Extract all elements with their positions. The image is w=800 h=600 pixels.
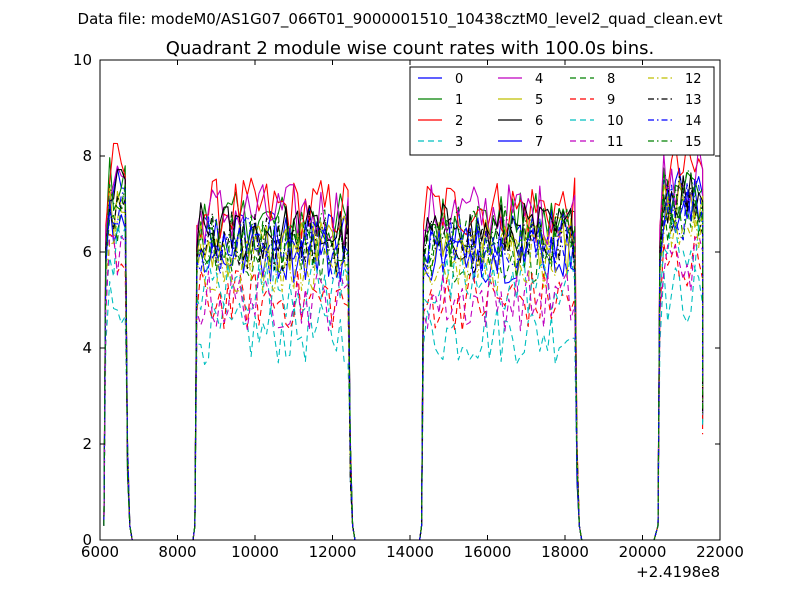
legend-label-12: 12 [685,72,702,87]
legend-label-10: 10 [607,114,624,129]
suptitle: Data file: modeM0/AS1G07_066T01_90000015… [78,10,723,29]
x-tick-label: 18000 [541,543,589,561]
x-tick-label: 22000 [696,543,744,561]
legend-frame [409,66,715,156]
legend-label-4: 4 [535,72,543,87]
x-tick-label: 12000 [309,543,357,561]
x-tick-label: 8000 [158,543,196,561]
x-offset-label: +2.4198e8 [636,563,720,581]
chart-title: Quadrant 2 module wise count rates with … [166,38,655,59]
legend-label-14: 14 [685,114,702,129]
axis-layer: 6000 8000 10000 12000 14000 16000 18000 20000 22… [73,51,744,561]
y-tick-label: 10 [73,51,92,69]
series-line-10 [103,217,704,541]
legend-label-13: 13 [685,93,702,108]
series-line-13 [103,175,704,541]
legend-label-3: 3 [455,135,463,150]
series-line-2 [103,140,704,541]
y-tick-label: 8 [82,147,92,165]
series-line-15 [103,169,704,541]
legend-label-9: 9 [607,93,615,108]
x-tick-label: 14000 [386,543,434,561]
x-tick-label: 16000 [464,543,512,561]
legend-label-2: 2 [455,114,463,129]
legend-label-15: 15 [685,135,702,150]
x-tick-label: 20000 [619,543,667,561]
legend-label-5: 5 [535,93,543,108]
y-tick-label: 4 [82,339,92,357]
legend-label-6: 6 [535,114,543,129]
y-tick-label: 0 [82,531,92,549]
series-line-6 [103,168,704,541]
series-layer [103,140,704,541]
legend-label-0: 0 [455,72,463,87]
y-tick-label: 6 [82,243,92,261]
x-tick-label: 10000 [231,543,279,561]
legend-label-11: 11 [607,135,624,150]
x-tick-label: 6000 [81,543,119,561]
legend-label-8: 8 [607,72,615,87]
legend-label-1: 1 [455,93,463,108]
legend-label-7: 7 [535,135,543,150]
y-tick-label: 2 [82,435,92,453]
